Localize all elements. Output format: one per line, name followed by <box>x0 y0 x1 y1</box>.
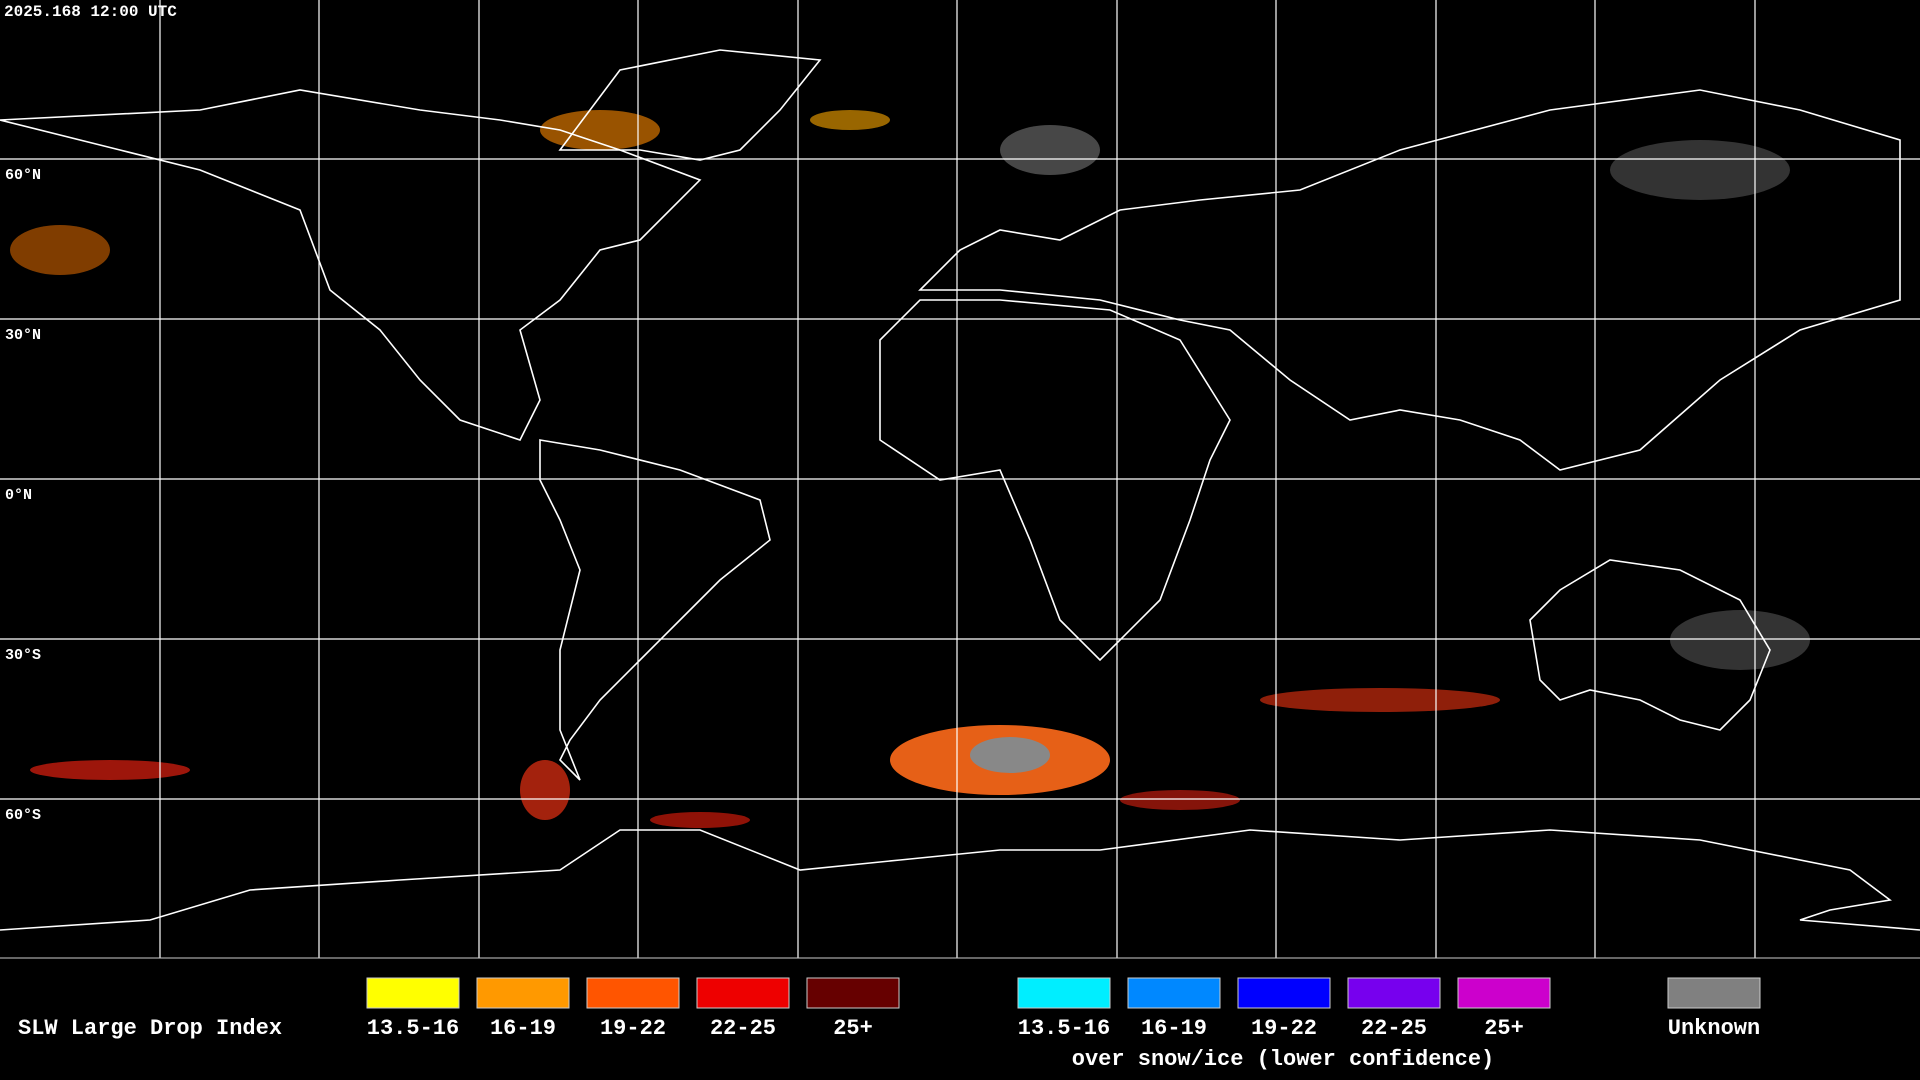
legend-swatch <box>1347 977 1441 1009</box>
legend-swatch <box>366 977 460 1009</box>
legend-label: 25+ <box>833 1016 873 1041</box>
legend: 13.5-16 16-19 19-22 22-25 25+ 13.5-16 16-19 19-… <box>366 977 1761 1041</box>
coastline <box>1529 559 1771 731</box>
legend-label: 16-19 <box>490 1016 556 1041</box>
legend-label: 16-19 <box>1141 1016 1207 1041</box>
coastline <box>0 89 702 441</box>
legend-label: 19-22 <box>600 1016 666 1041</box>
legend-swatch <box>806 977 900 1009</box>
cloud-patches <box>10 110 1810 828</box>
legend-label: 22-25 <box>1361 1016 1427 1041</box>
cloud-patch <box>810 110 890 130</box>
cloud-patch <box>30 760 190 780</box>
legend-title: SLW Large Drop Index <box>18 1016 282 1041</box>
legend-swatch <box>476 977 570 1009</box>
legend-swatch <box>1127 977 1221 1009</box>
cloud-patch <box>1260 688 1500 712</box>
cloud-patch <box>1670 610 1810 670</box>
latitude-label: 30°S <box>5 647 41 664</box>
cloud-patch <box>970 737 1050 773</box>
latitude-label: 60°N <box>5 167 41 184</box>
legend-label: Unknown <box>1668 1016 1760 1041</box>
legend-label: 19-22 <box>1251 1016 1317 1041</box>
legend-label: 25+ <box>1484 1016 1524 1041</box>
legend-swatch <box>1017 977 1111 1009</box>
legend-label: 13.5-16 <box>367 1016 459 1041</box>
legend-swatch <box>1457 977 1551 1009</box>
snow-caption: over snow/ice (lower confidence) <box>1072 1047 1494 1072</box>
graticule: 60°N 30°N 0°N 30°S 60°S <box>0 0 1920 958</box>
coastline <box>539 439 771 781</box>
coastline <box>918 89 1901 471</box>
legend-label: 22-25 <box>710 1016 776 1041</box>
coastline <box>558 49 822 161</box>
cloud-patch <box>10 225 110 275</box>
coastlines <box>0 49 1920 931</box>
legend-swatch <box>696 977 790 1009</box>
cloud-patch <box>1120 790 1240 810</box>
cloud-patch <box>650 812 750 828</box>
cloud-patch <box>520 760 570 820</box>
legend-swatch <box>586 977 680 1009</box>
legend-label: 13.5-16 <box>1018 1016 1110 1041</box>
cloud-patch <box>1610 140 1790 200</box>
latitude-label: 30°N <box>5 327 41 344</box>
timestamp: 2025.168 12:00 UTC <box>4 3 177 21</box>
latitude-label: 60°S <box>5 807 41 824</box>
legend-panel <box>0 958 1920 1080</box>
legend-swatch <box>1667 977 1761 1009</box>
latitude-label: 0°N <box>5 487 32 504</box>
cloud-patch <box>540 110 660 150</box>
coastline <box>0 829 1920 931</box>
coastline <box>879 299 1231 662</box>
legend-swatch <box>1237 977 1331 1009</box>
cloud-patch <box>1000 125 1100 175</box>
